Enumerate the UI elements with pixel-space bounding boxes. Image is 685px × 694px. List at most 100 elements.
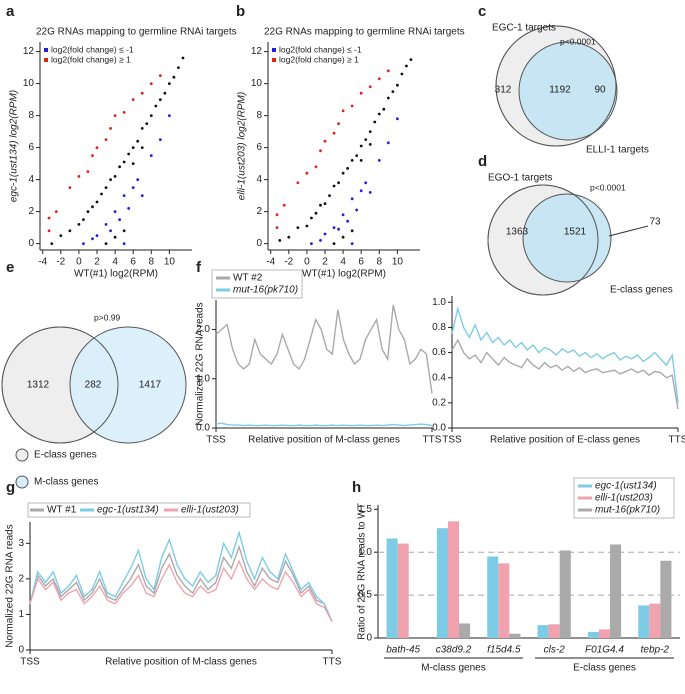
point: [386, 141, 390, 145]
point: [91, 154, 94, 158]
y-tick-label: 0.2: [432, 397, 446, 408]
bar: [638, 605, 650, 638]
bar: [397, 543, 409, 638]
point: [314, 165, 318, 169]
legend-label: E-class genes: [34, 450, 97, 461]
point: [310, 216, 313, 220]
set-outline: [487, 184, 599, 296]
legend-box: [27, 502, 251, 518]
point: [163, 91, 167, 95]
point: [350, 242, 354, 246]
point: [113, 235, 117, 239]
set-label: EGC-1 targets: [492, 23, 556, 34]
y-tick-label: 2.0: [196, 324, 210, 335]
y-tick-label: 1.5: [358, 504, 372, 515]
y-tick-label: 4: [28, 174, 34, 185]
x-axis-label: WT(#1) log2(RPM): [302, 269, 386, 280]
x-tick-label: 8: [149, 257, 155, 268]
y-tick-label: 0.4: [432, 372, 446, 383]
legend-swatch: [272, 48, 276, 52]
legend-label: mut-16(pk710): [233, 285, 298, 296]
point: [140, 194, 144, 198]
point: [95, 200, 99, 204]
point: [386, 96, 390, 100]
point: [91, 237, 94, 241]
point: [181, 56, 185, 60]
legend-label: log2(fold change) ≥ 1: [279, 54, 359, 64]
point: [386, 69, 390, 73]
point: [341, 171, 345, 175]
count-label: 1521: [564, 227, 587, 238]
x-tick-label: TSS: [20, 657, 40, 668]
legend-label: M-class genes: [34, 477, 98, 488]
x-axis-label: Relative position of M-class genes: [105, 657, 257, 668]
point: [145, 122, 149, 125]
point: [377, 77, 381, 81]
legend-label: log2(fold change) ≤ -1: [279, 44, 362, 54]
point: [95, 146, 99, 150]
y-tick-label: 2: [28, 206, 34, 217]
y-tick-label: 2: [256, 206, 262, 217]
point: [346, 167, 350, 170]
bar: [610, 544, 622, 638]
panel-label: f: [196, 259, 202, 276]
x-tick-label: 4: [112, 257, 118, 268]
point: [332, 184, 336, 188]
point: [310, 242, 313, 246]
set-label: E-class genes: [610, 285, 673, 296]
count-label: 1312: [27, 380, 50, 391]
y-tick-label: 0: [28, 238, 34, 249]
point: [140, 146, 144, 150]
point: [359, 189, 363, 193]
point: [319, 149, 322, 153]
legend-swatch: [44, 58, 48, 62]
x-tick-label: c38d9.2: [436, 645, 472, 656]
p-value: p>0.99: [94, 312, 121, 322]
line: [215, 304, 433, 394]
point: [82, 218, 85, 222]
point: [122, 229, 126, 233]
point: [109, 229, 112, 233]
x-tick-label: 4: [340, 257, 346, 268]
point: [77, 223, 81, 226]
point: [275, 213, 279, 217]
line: [29, 544, 333, 622]
point: [118, 165, 122, 169]
x-tick-label: 2: [322, 257, 328, 268]
point: [131, 98, 135, 101]
point: [332, 131, 336, 135]
y-tick-label: 2: [18, 574, 24, 585]
point: [382, 107, 386, 111]
bar: [509, 633, 521, 638]
panel-label: g: [6, 479, 15, 496]
point: [113, 114, 117, 117]
y-tick-label: 12: [251, 46, 263, 57]
point: [131, 186, 135, 190]
point: [278, 239, 282, 242]
x-tick-label: TSS: [206, 435, 226, 446]
x-tick-label: 6: [130, 257, 136, 268]
point: [337, 227, 340, 231]
count-label: 1192: [549, 85, 571, 96]
y-axis-label: Normalized 22G RNA reads: [195, 302, 206, 425]
panel-label: e: [6, 259, 14, 276]
point: [172, 75, 176, 79]
point: [167, 82, 171, 85]
point: [113, 175, 117, 178]
chart-title: 22G RNAs mapping to germline RNAi target…: [36, 27, 237, 38]
x-tick-label: 10: [164, 257, 176, 268]
x-tick-label: bath-45: [386, 645, 420, 656]
set-outline: [1, 326, 119, 444]
y-tick-label: 8: [28, 110, 34, 121]
point: [127, 207, 131, 210]
panel-label: d: [478, 153, 487, 170]
p-value: p<0.0001: [590, 182, 626, 192]
y-tick-label: 1.0: [196, 373, 210, 384]
point: [167, 114, 171, 117]
group-label: M-class genes: [421, 663, 485, 674]
point: [319, 203, 322, 207]
point: [359, 144, 363, 148]
panel-label: b: [236, 3, 245, 20]
set-label: EGO-1 targets: [488, 173, 552, 184]
bar: [548, 624, 560, 638]
